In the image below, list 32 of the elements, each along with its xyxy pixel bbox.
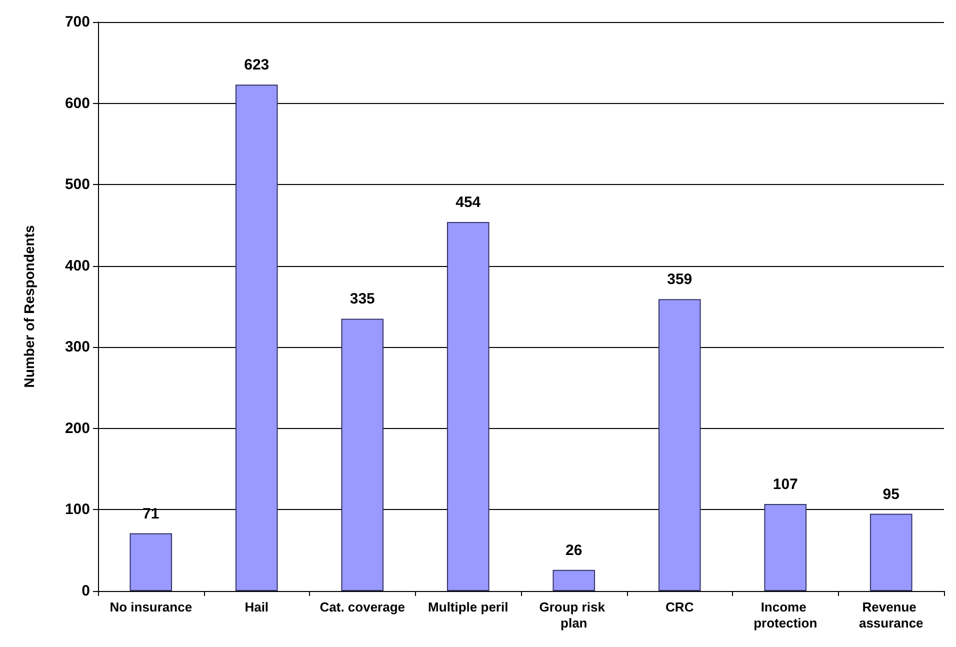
y-tick-label: 600 xyxy=(64,94,90,112)
x-tick-label: Income protection xyxy=(754,600,818,630)
x-tick-label: No insurance xyxy=(110,600,192,614)
data-label: 623 xyxy=(244,56,270,74)
data-label: 95 xyxy=(882,486,900,503)
bar xyxy=(764,504,807,591)
x-tick-label: CRC xyxy=(666,600,694,614)
bar xyxy=(235,84,278,591)
data-label: 454 xyxy=(456,194,482,211)
x-tick-label: Cat. coverage xyxy=(320,600,406,614)
y-axis-title: Number of Respondents xyxy=(21,225,37,388)
bar xyxy=(870,514,912,591)
bar xyxy=(130,533,172,591)
bar xyxy=(552,570,596,591)
bar xyxy=(446,222,490,591)
y-tick-label: 300 xyxy=(64,338,90,356)
x-tick-label: Revenue assurance xyxy=(858,600,924,630)
y-tick-label: 100 xyxy=(64,501,90,518)
y-tick-label: 700 xyxy=(64,14,90,30)
y-tick-label: 400 xyxy=(64,257,90,274)
y-tick-label: 0 xyxy=(82,582,90,600)
data-label: 26 xyxy=(566,542,582,559)
data-label: 359 xyxy=(667,271,692,288)
x-tick-label: Group risk plan xyxy=(539,600,609,630)
x-tick-label: Multiple peril xyxy=(428,600,508,614)
y-tick-label: 200 xyxy=(64,420,90,437)
data-label: 107 xyxy=(772,476,798,494)
data-label: 335 xyxy=(350,290,375,308)
x-tick-label: Hail xyxy=(244,600,269,614)
bar xyxy=(341,318,384,591)
bar xyxy=(658,299,701,591)
y-tick-label: 500 xyxy=(64,176,90,194)
